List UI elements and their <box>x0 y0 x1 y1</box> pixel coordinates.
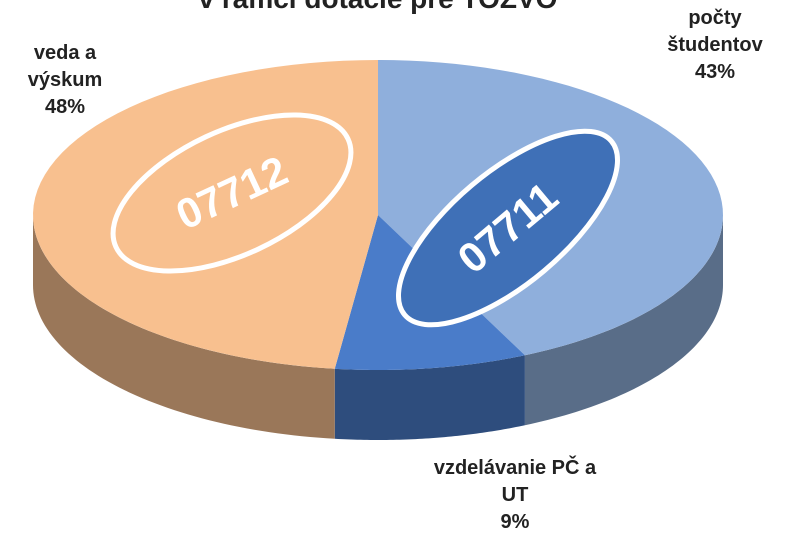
value-label: 9% <box>500 511 530 533</box>
category-name: počty študentov <box>667 7 763 56</box>
slice-side <box>334 355 525 440</box>
annotation-ellipse <box>395 128 621 328</box>
value-label: 43% <box>694 61 736 83</box>
value-label: 48% <box>44 96 86 118</box>
category-name: vzdelávanie PČ a UT <box>433 457 597 506</box>
annotation: 07711 <box>395 128 621 328</box>
pie <box>33 60 723 440</box>
slice-label: veda a výskum 48% <box>10 40 120 121</box>
slice-side <box>33 215 335 439</box>
annotation-ellipse <box>110 112 354 274</box>
slice-label: počty študentov 43% <box>650 5 780 86</box>
slice-label: vzdelávanie PČ a UT 9% <box>430 455 600 536</box>
chart-title: v rámci dotácie pre TOZVO <box>199 0 558 14</box>
slice <box>33 60 378 369</box>
slice-side <box>524 215 723 426</box>
category-name: veda a výskum <box>27 42 103 91</box>
